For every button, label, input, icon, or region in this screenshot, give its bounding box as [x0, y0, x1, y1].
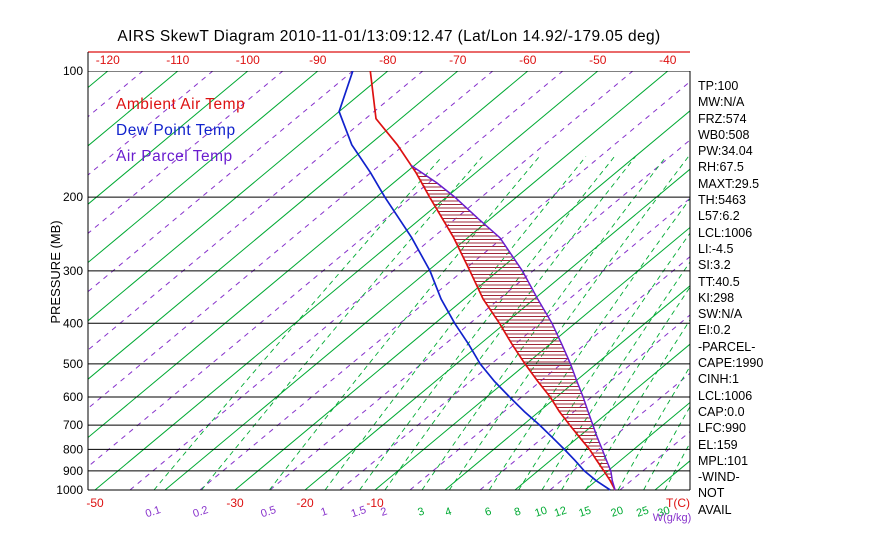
svg-text:-120: -120	[96, 53, 120, 67]
svg-text:-110: -110	[166, 53, 189, 67]
pressure-tick-labels: 100 200 300 400 500 600 700 800 900 1000	[56, 64, 83, 497]
stats-line: FRZ:574	[698, 111, 747, 126]
svg-text:200: 200	[63, 190, 83, 204]
svg-text:1000: 1000	[56, 483, 83, 497]
svg-text:1: 1	[319, 505, 329, 518]
stats-line: -PARCEL-	[698, 339, 756, 354]
stats-line: TT:40.5	[698, 274, 740, 289]
stats-line: MW:N/A	[698, 95, 745, 110]
svg-text:-30: -30	[226, 496, 244, 510]
svg-text:400: 400	[63, 316, 83, 330]
stats-line: KI:298	[698, 290, 735, 305]
stats-line: SI:3.2	[698, 258, 731, 273]
svg-text:500: 500	[63, 357, 83, 371]
svg-text:-50: -50	[86, 496, 104, 510]
stats-line: AVAIL	[698, 502, 732, 517]
stats-line: CAPE:1990	[698, 356, 764, 371]
legend-item-ambient-air-temp: Ambient Air Temp	[116, 96, 246, 113]
page-title: AIRS SkewT Diagram 2010-11-01/13:09:12.4…	[117, 28, 661, 45]
svg-text:900: 900	[63, 464, 83, 478]
mixing-ratio-tick-labels: 0.1 0.2 0.5 1 1.5 2 3 4 6 8 10 12 15 20 25 30	[144, 504, 672, 520]
svg-text:700: 700	[63, 418, 83, 432]
dew_point-curve	[338, 71, 611, 491]
svg-text:30: 30	[656, 505, 671, 520]
svg-text:800: 800	[63, 442, 83, 456]
isotherm-lines	[88, 71, 690, 491]
stats-line: TH:5463	[698, 193, 746, 208]
svg-text:3: 3	[416, 505, 426, 518]
svg-text:300: 300	[63, 264, 83, 278]
svg-text:100: 100	[63, 64, 83, 78]
svg-text:0.5: 0.5	[259, 504, 277, 520]
svg-text:12: 12	[553, 505, 568, 520]
svg-text:-60: -60	[519, 53, 537, 67]
stats-line: TP:100	[698, 79, 739, 93]
svg-text:25: 25	[635, 505, 650, 520]
stats-line: EL:159	[698, 437, 738, 452]
stats-line: LCL:1006	[698, 388, 753, 403]
stats-line: PW:34.04	[698, 144, 753, 159]
svg-text:-80: -80	[379, 53, 397, 67]
top-temp-tick-labels: -120 -110 -100 -90 -80 -70 -60 -50 -40	[96, 53, 677, 67]
legend-item-dew-point-temp: Dew Point Temp	[116, 122, 236, 139]
stats-line: SW:N/A	[698, 307, 743, 322]
ambient-curve	[369, 71, 616, 491]
svg-text:0.2: 0.2	[191, 504, 209, 520]
svg-text:-20: -20	[296, 496, 314, 510]
stats-line: L57:6.2	[698, 209, 740, 224]
svg-text:-70: -70	[449, 53, 467, 67]
temp-unit-label: T(C)	[666, 496, 690, 510]
svg-text:0.1: 0.1	[144, 504, 162, 520]
stats-line: EI:0.2	[698, 323, 731, 338]
legend: Ambient Air Temp Dew Point Temp Air Parcel…	[116, 92, 245, 170]
svg-text:15: 15	[577, 505, 592, 520]
pressure-axis-title: PRESSURE (MB)	[48, 220, 63, 323]
stats-line: CAP:0.0	[698, 404, 745, 419]
svg-text:20: 20	[609, 505, 624, 520]
parcel-curve	[410, 164, 616, 491]
stats-line: RH:67.5	[698, 160, 744, 175]
svg-text:4: 4	[444, 505, 454, 518]
stats-panel: TP:100 MW:N/A FRZ:574 WB0:508 PW:34.04 RH:67.…	[698, 78, 763, 518]
stats-line: LI:-4.5	[698, 241, 734, 256]
svg-text:8: 8	[513, 505, 523, 518]
stats-line: LFC:990	[698, 421, 746, 436]
stats-line: CINH:1	[698, 372, 739, 387]
bottom-temp-tick-labels: -50 -30 -20 -10	[86, 496, 384, 510]
svg-text:600: 600	[63, 390, 83, 404]
mixing-unit-label: W(g/kg)	[653, 512, 692, 524]
stats-line: MAXT:29.5	[698, 176, 760, 191]
svg-text:-100: -100	[236, 53, 260, 67]
svg-text:-90: -90	[309, 53, 327, 67]
stats-line: NOT	[698, 486, 725, 501]
svg-text:-10: -10	[366, 496, 384, 510]
stats-line: MPL:101	[698, 453, 749, 468]
svg-text:6: 6	[484, 505, 494, 518]
svg-text:-50: -50	[589, 53, 607, 67]
svg-text:2: 2	[379, 505, 389, 518]
cape-hatch	[411, 165, 615, 489]
svg-text:10: 10	[533, 505, 548, 520]
legend-item-air-parcel-temp: Air Parcel Temp	[116, 148, 233, 165]
svg-text:-40: -40	[659, 53, 677, 67]
stats-line: -WIND-	[698, 470, 740, 485]
stats-line: LCL:1006	[698, 225, 753, 240]
svg-text:1.5: 1.5	[350, 504, 368, 520]
stats-line: WB0:508	[698, 127, 750, 142]
